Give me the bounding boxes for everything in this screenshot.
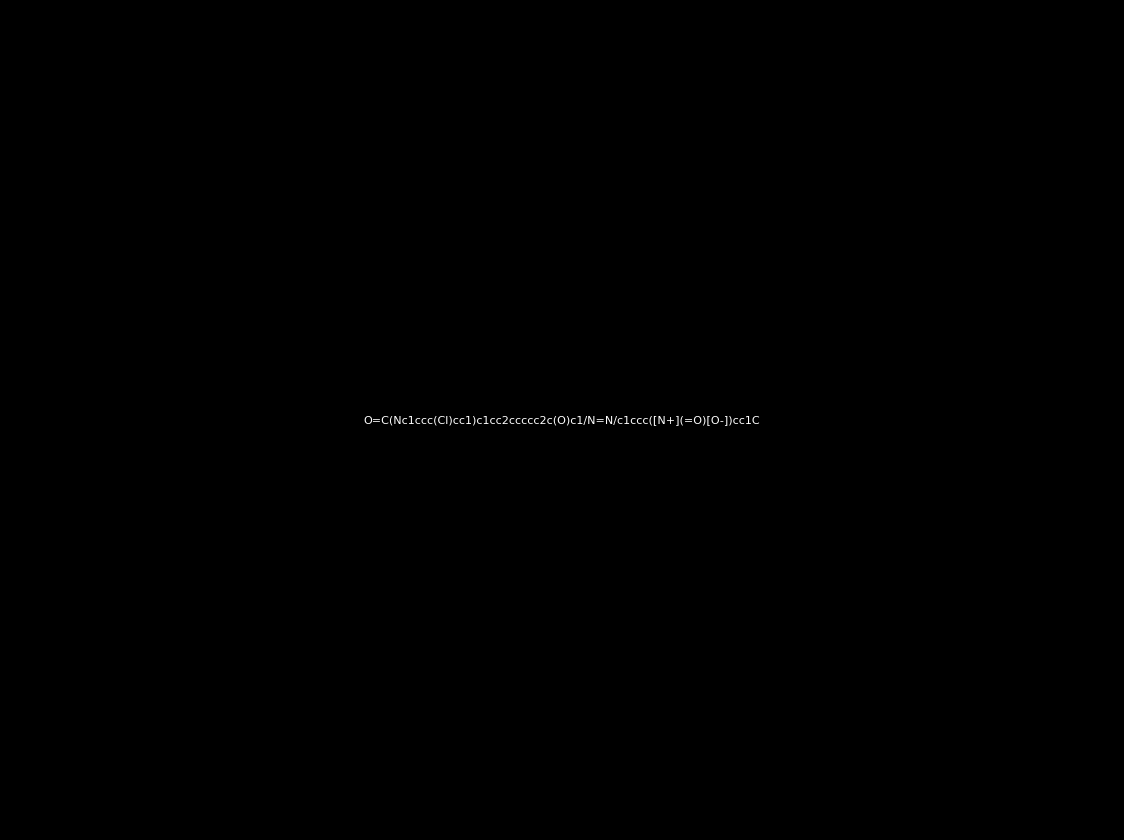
Text: O=C(Nc1ccc(Cl)cc1)c1cc2ccccc2c(O)c1/N=N/c1ccc([N+](=O)[O-])cc1C: O=C(Nc1ccc(Cl)cc1)c1cc2ccccc2c(O)c1/N=N/… (364, 415, 760, 425)
